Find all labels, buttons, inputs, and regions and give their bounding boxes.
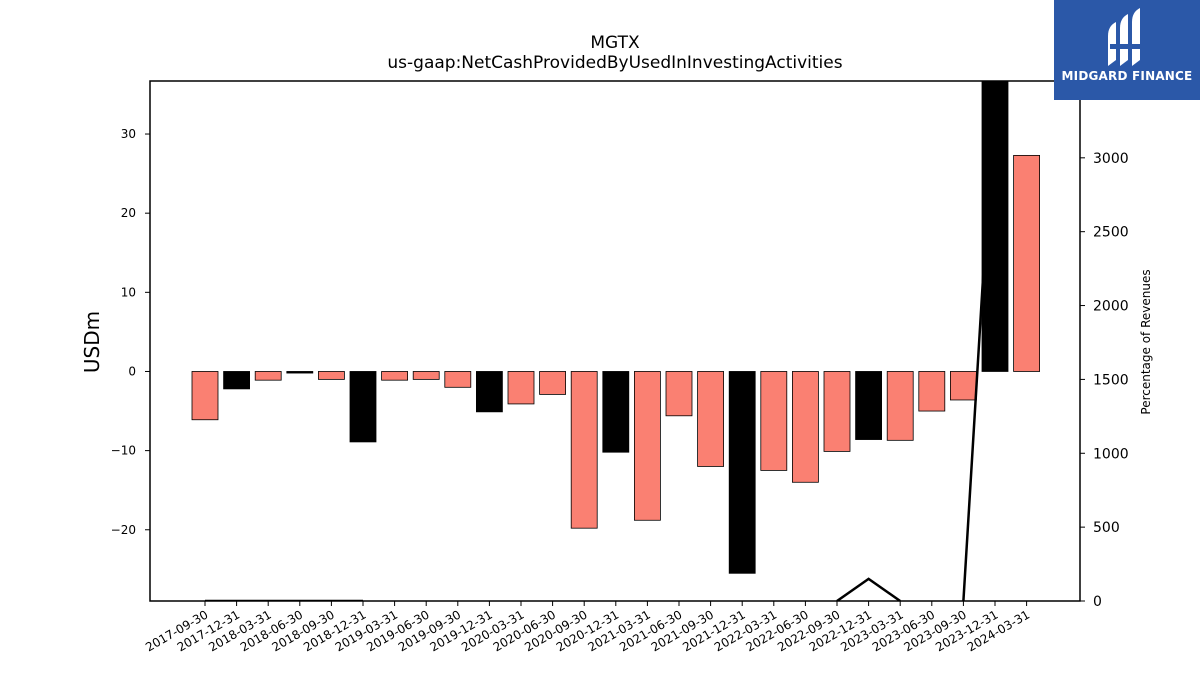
y-tick-label: 30: [121, 127, 136, 141]
chart-subtitle: us-gaap:NetCashProvidedByUsedInInvesting…: [387, 53, 842, 73]
y2-tick-label: 2000: [1093, 299, 1129, 315]
pct-line-segment-2: [962, 81, 997, 601]
bar-2021-12-31: [728, 371, 756, 574]
y-tick-label: 0: [128, 364, 136, 378]
bar-2023-03-31: [886, 371, 914, 441]
bar-2024-03-31: [1013, 154, 1040, 372]
bar-2021-06-30: [665, 371, 693, 417]
bar-2018-03-31: [254, 371, 282, 381]
y2-tick-label: 500: [1093, 520, 1120, 536]
bar-2022-09-30: [823, 371, 851, 452]
bar-2022-03-31: [760, 371, 788, 471]
axes-group: −20−100102030050010001500200025003000350…: [111, 77, 1129, 655]
bar-2018-06-30: [286, 371, 314, 374]
y-axis-label: USDm: [80, 311, 104, 373]
bar-2019-09-30: [444, 371, 472, 388]
y2-tick-label: 2500: [1093, 225, 1129, 241]
bar-2020-09-30: [570, 371, 598, 529]
bar-2023-06-30: [918, 371, 946, 412]
bar-2020-06-30: [539, 371, 566, 395]
y2-tick-label: 3000: [1093, 151, 1129, 167]
bar-2018-12-31: [349, 371, 377, 443]
y2-axis-label: Percentage of Revenues: [1139, 269, 1153, 414]
bar-2021-09-30: [697, 371, 724, 467]
bar-2023-09-30: [950, 371, 977, 401]
bar-2017-09-30: [191, 371, 219, 421]
y-tick-label: −20: [111, 523, 136, 537]
bar-2019-03-31: [381, 371, 409, 381]
bar-2019-12-31: [475, 371, 503, 413]
bars-group: [191, 81, 1040, 574]
y2-tick-label: 1500: [1093, 372, 1129, 388]
y2-tick-label: 1000: [1093, 446, 1129, 462]
bar-2022-06-30: [792, 371, 819, 483]
logo-text: MIDGARD FINANCE: [1061, 69, 1193, 83]
y2-tick-label: 0: [1093, 594, 1102, 610]
bar-2020-12-31: [602, 371, 630, 453]
chart-title: MGTX: [590, 33, 640, 53]
bar-2017-12-31: [223, 371, 251, 390]
bar-2021-03-31: [634, 371, 661, 521]
y-tick-label: −10: [111, 444, 136, 458]
midgard-finance-logo: MIDGARD FINANCE: [1054, 0, 1200, 100]
bar-2022-12-31: [855, 371, 882, 440]
plot-frame: [149, 80, 1081, 602]
bar-2020-03-31: [507, 371, 535, 405]
pct-line-group: [205, 81, 997, 601]
midgard-logo-icon: [1108, 8, 1140, 66]
bar-2018-09-30: [317, 371, 345, 380]
y-tick-label: 10: [121, 285, 136, 299]
y-tick-label: 20: [121, 206, 136, 220]
pct-line-segment-1: [836, 577, 901, 601]
bar-2019-06-30: [412, 371, 440, 380]
